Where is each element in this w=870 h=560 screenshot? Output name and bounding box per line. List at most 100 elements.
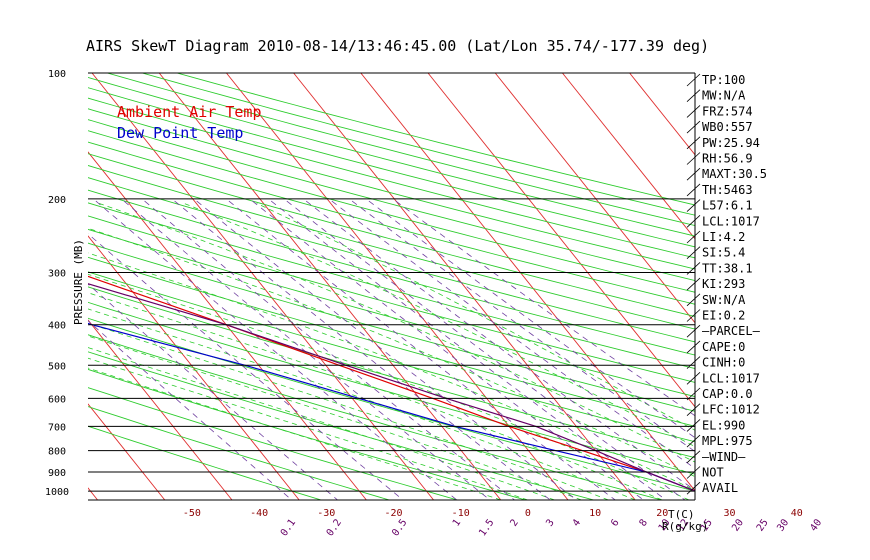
stat-tick — [686, 372, 701, 385]
axes: 100 200 300 400 500 600 700 800 900 1000 -50 -40 -30… — [45, 69, 824, 539]
stat-label: TP:100 — [702, 73, 745, 87]
stat-label: CAP:0.0 — [702, 387, 753, 401]
pressure-tick-label: 400 — [48, 321, 66, 332]
mixing-ratio-label: 0.1 — [279, 517, 298, 538]
stat-tick — [686, 230, 701, 244]
pressure-tick-label: 200 — [48, 195, 66, 206]
moist-adiabat-line — [98, 203, 695, 463]
stat-tick — [686, 277, 701, 291]
dry-adiabat-line — [88, 228, 695, 398]
stat-tick — [686, 340, 701, 354]
mixing-ratio-line — [144, 200, 515, 500]
dry-adiabat-line — [142, 73, 695, 216]
stat-tick — [686, 450, 701, 464]
stat-tick — [686, 246, 701, 259]
pressure-tick-label: 600 — [48, 394, 66, 405]
stat-tick — [686, 120, 701, 134]
pressure-tick-label: 1000 — [45, 487, 69, 498]
mixing-ratio-line — [196, 200, 577, 500]
stat-tick — [686, 215, 701, 228]
stat-label: EL:990 — [702, 418, 745, 432]
stat-label: LI:4.2 — [702, 230, 745, 244]
stat-tick — [686, 199, 701, 212]
bottom-temp-tick-label: 40 — [791, 508, 803, 519]
bottom-temp-tick-label: -30 — [317, 508, 335, 519]
stat-label: SI:5.4 — [702, 246, 745, 260]
dry-adiabat-line — [88, 368, 526, 500]
stat-label: KI:293 — [702, 277, 745, 291]
stat-tick — [686, 262, 701, 275]
isotherm-line — [226, 73, 569, 500]
mixing-ratio-line — [88, 320, 292, 500]
dry-adiabat-line — [88, 271, 695, 443]
bottom-temp-tick-label: -40 — [250, 508, 268, 519]
legend-air-temp: Ambient Air Temp — [117, 103, 262, 121]
isotherm-line — [88, 403, 166, 500]
bottom-temp-tick-label: -10 — [452, 508, 470, 519]
dry-adiabat-line — [88, 317, 695, 492]
mixing-ratio-label: 1.5 — [477, 517, 496, 538]
dry-adiabat-line — [88, 215, 695, 383]
moist-adiabat-line — [256, 203, 695, 431]
mixing-ratio-line — [228, 200, 616, 500]
stat-label: WB0:557 — [702, 120, 753, 134]
pressure-tick-label: 100 — [48, 69, 66, 80]
stat-tick — [686, 167, 701, 181]
stat-label: NOT — [702, 466, 724, 480]
moist-adiabat-line — [88, 335, 582, 500]
stat-tick — [686, 89, 701, 102]
stat-label: RH:56.9 — [702, 152, 753, 166]
stat-label: LCL:1017 — [702, 214, 760, 228]
mixing-ratio-label: 20 — [730, 517, 746, 533]
pressure-tick-label: 900 — [48, 468, 66, 479]
stat-tick — [686, 309, 701, 322]
stat-label: CINH:0 — [702, 356, 745, 370]
mixing-ratio-label: 40 — [808, 517, 824, 533]
dry-adiabat-line — [88, 165, 695, 330]
isotherm-line — [629, 73, 695, 156]
mixing-ratio-label: 0.2 — [325, 517, 344, 538]
isotherm-line — [360, 73, 695, 492]
isotherm-line — [293, 73, 636, 500]
dry-adiabat-line — [88, 425, 322, 500]
dry-adiabat-line — [88, 108, 695, 270]
mixing-ratio-label: 2 — [508, 517, 520, 528]
dry-adiabat-line — [88, 301, 695, 475]
stat-label: —PARCEL— — [702, 324, 761, 338]
mixing-ratio-label: 25 — [755, 517, 771, 533]
stat-label: TH:5463 — [702, 183, 753, 197]
isotherm-line — [88, 319, 233, 500]
stat-tick — [686, 466, 701, 479]
stat-label: MPL:975 — [702, 434, 753, 448]
dry-adiabat-line — [88, 286, 695, 459]
dry-adiabat-line — [88, 141, 695, 305]
stat-tick — [686, 183, 701, 197]
bottom-temp-tick-label: 20 — [656, 508, 668, 519]
dry-adiabat-line — [88, 119, 695, 282]
mixing-ratio-label: 8 — [638, 517, 650, 528]
pressure-tick-label: 700 — [48, 422, 66, 433]
pressure-tick-label: 800 — [48, 447, 66, 458]
dry-adiabat-line — [88, 177, 695, 343]
stat-label: AVAIL — [702, 481, 738, 495]
stat-label: FRZ:574 — [702, 104, 753, 118]
dry-adiabat-line — [88, 387, 458, 500]
stat-tick — [686, 387, 701, 401]
dry-adiabat-line — [88, 130, 695, 293]
pressure-tick-label: 500 — [48, 361, 66, 372]
mixing-ratio-line — [286, 200, 686, 500]
pressure-tick-label: 300 — [48, 269, 66, 280]
mixing-ratio-label: 0.5 — [390, 517, 409, 538]
dry-adiabat-line — [88, 334, 663, 500]
bottom-temp-tick-label: 10 — [589, 508, 601, 519]
moist-adiabat-line — [88, 227, 695, 478]
stat-tick — [686, 136, 701, 150]
stat-label: SW:N/A — [702, 293, 746, 307]
bottom-temp-tick-label: -50 — [183, 508, 201, 519]
parcel-profile — [88, 283, 695, 492]
temp-axis-unit: T(C) — [668, 508, 695, 521]
mixing-ratio-label: 6 — [609, 517, 621, 528]
stat-label: EI:0.2 — [702, 309, 745, 323]
moist-adiabat-line — [88, 292, 663, 500]
